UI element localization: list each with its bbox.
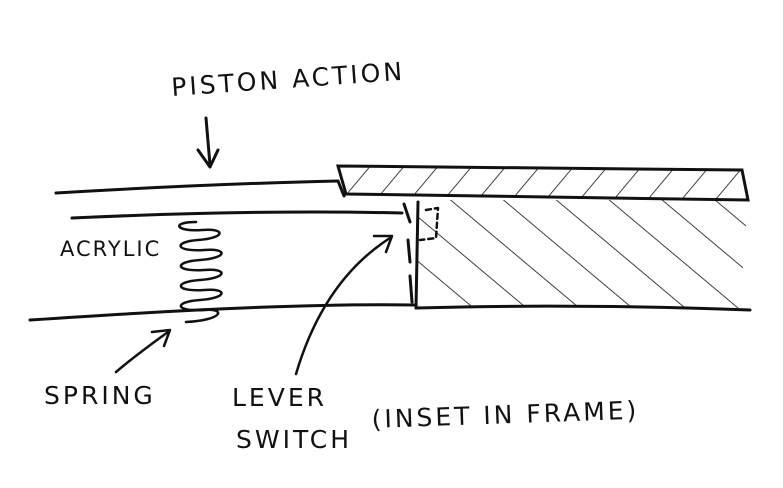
label-lever: LEVER — [232, 383, 327, 412]
label-acrylic: ACRYLIC — [60, 237, 161, 261]
spring-icon — [178, 220, 223, 324]
piston-plate-top-line — [54, 179, 340, 195]
piston-plate-step — [336, 179, 346, 198]
spring-pointer-arrow — [114, 328, 172, 374]
label-piston-action: PISTON ACTION — [170, 57, 406, 102]
lever-switch-inset-box — [418, 206, 440, 242]
lever-switch-pointer-arrow — [294, 234, 394, 376]
label-switch: SWITCH — [236, 425, 352, 454]
acrylic-top-line — [70, 210, 404, 220]
frame-lower-hatched-block — [418, 200, 748, 308]
frame-bottom-line — [414, 304, 752, 312]
acrylic-bottom-line — [28, 303, 418, 322]
lever-switch-arm — [402, 202, 414, 304]
label-spring: SPRING — [44, 381, 156, 410]
frame-lower-left-edge — [414, 200, 420, 310]
label-inset-note: (INSET IN FRAME) — [371, 396, 640, 434]
frame-top-hatched-block — [336, 164, 750, 202]
piston-action-arrow — [196, 116, 220, 169]
